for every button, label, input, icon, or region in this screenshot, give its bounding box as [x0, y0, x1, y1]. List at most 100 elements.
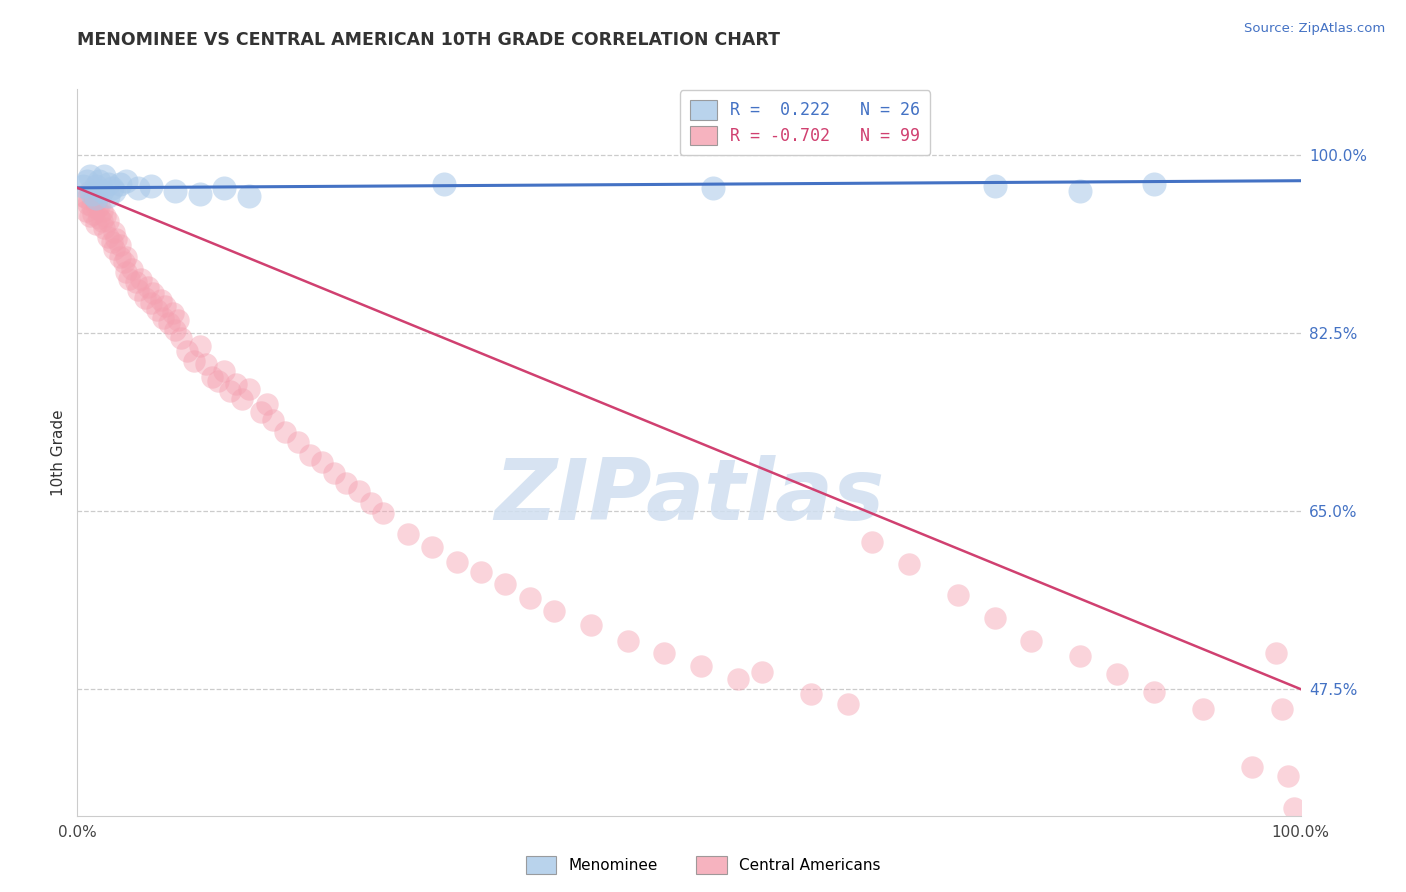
Point [76, 191, 98, 205]
Point [862, 534, 884, 549]
Point [654, 647, 676, 661]
Point [93, 169, 115, 183]
Point [134, 291, 156, 305]
Point [194, 357, 217, 371]
Point [103, 184, 125, 198]
Point [97, 177, 120, 191]
Point [690, 658, 713, 673]
Point [139, 295, 162, 310]
Point [90, 184, 112, 198]
Point [212, 364, 235, 378]
Point [103, 242, 125, 256]
Point [274, 425, 297, 439]
Point [250, 404, 273, 418]
Legend: Menominee, Central Americans: Menominee, Central Americans [520, 850, 886, 880]
Point [83, 189, 105, 203]
Point [396, 526, 419, 541]
Point [946, 588, 969, 602]
Point [149, 293, 172, 307]
Point [311, 455, 333, 469]
Point [470, 565, 492, 579]
Point [298, 448, 321, 462]
Point [136, 280, 159, 294]
Point [90, 204, 112, 219]
Point [90, 214, 112, 228]
Point [165, 323, 187, 337]
Point [72, 189, 94, 203]
Point [323, 466, 346, 480]
Point [75, 204, 97, 219]
Point [495, 577, 517, 591]
Legend: R =  0.222   N = 26, R = -0.702   N = 99: R = 0.222 N = 26, R = -0.702 N = 99 [681, 90, 931, 155]
Point [1277, 768, 1299, 782]
Point [105, 232, 128, 246]
Point [127, 283, 149, 297]
Point [519, 591, 541, 605]
Point [433, 177, 456, 191]
Point [420, 540, 443, 554]
Point [80, 186, 103, 201]
Point [129, 272, 152, 286]
Point [80, 199, 103, 213]
Point [1240, 760, 1263, 774]
Point [108, 237, 131, 252]
Point [112, 255, 135, 269]
Point [201, 370, 224, 384]
Point [1069, 184, 1091, 198]
Point [238, 382, 260, 396]
Point [1069, 648, 1091, 663]
Point [84, 218, 107, 232]
Point [146, 302, 169, 317]
Point [262, 412, 284, 426]
Point [371, 506, 394, 520]
Point [100, 181, 122, 195]
Text: Source: ZipAtlas.com: Source: ZipAtlas.com [1244, 22, 1385, 36]
Point [446, 555, 468, 569]
Point [176, 343, 198, 358]
Point [115, 250, 138, 264]
Point [219, 384, 242, 399]
Point [127, 181, 149, 195]
Point [837, 698, 859, 712]
Point [165, 184, 187, 198]
Point [335, 475, 357, 490]
Point [121, 262, 143, 277]
Point [77, 197, 100, 211]
Point [984, 178, 1007, 193]
Point [79, 184, 101, 198]
Point [125, 276, 148, 290]
Point [347, 483, 370, 498]
Point [360, 496, 382, 510]
Point [100, 235, 122, 249]
Point [212, 181, 235, 195]
Point [89, 174, 111, 188]
Point [84, 191, 107, 205]
Point [170, 331, 193, 345]
Point [76, 174, 98, 188]
Point [84, 194, 107, 208]
Point [188, 186, 211, 201]
Point [188, 339, 211, 353]
Point [152, 310, 174, 325]
Point [162, 306, 184, 320]
Point [72, 178, 94, 193]
Point [984, 611, 1007, 625]
Point [207, 374, 229, 388]
Point [702, 181, 724, 195]
Point [89, 211, 111, 226]
Point [1107, 666, 1129, 681]
Point [97, 189, 120, 203]
Point [256, 397, 278, 411]
Point [1191, 702, 1213, 716]
Point [108, 177, 131, 191]
Point [139, 178, 162, 193]
Text: MENOMINEE VS CENTRAL AMERICAN 10TH GRADE CORRELATION CHART: MENOMINEE VS CENTRAL AMERICAN 10TH GRADE… [77, 31, 780, 49]
Point [115, 265, 138, 279]
Point [727, 672, 749, 686]
Point [617, 634, 640, 648]
Point [82, 207, 104, 221]
Point [108, 250, 131, 264]
Point [800, 687, 823, 701]
Point [543, 604, 565, 618]
Point [1021, 634, 1043, 648]
